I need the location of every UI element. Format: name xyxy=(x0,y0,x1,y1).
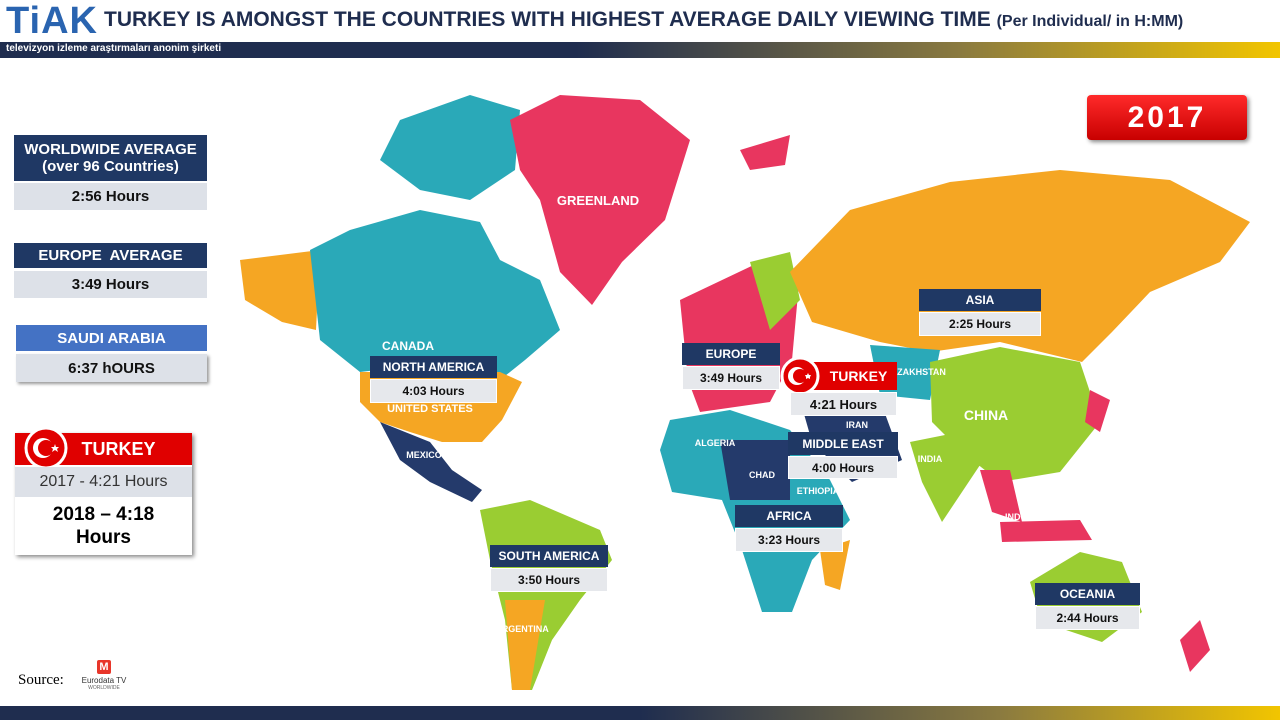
region-name: OCEANIA xyxy=(1035,583,1140,605)
map-label: MEXICO xyxy=(406,450,442,460)
sidebar-note: (over 96 Countries) xyxy=(42,158,179,175)
turkey-line2: 2018 – 4:18 Hours xyxy=(52,504,155,548)
header xyxy=(0,0,1280,42)
region-name: AFRICA xyxy=(735,505,843,527)
map-label: CHAD xyxy=(749,470,775,480)
sidebar-label: WORLDWIDE AVERAGE xyxy=(24,141,197,158)
turkey-flag xyxy=(780,356,820,396)
region-name: MIDDLE EAST xyxy=(788,432,898,455)
map-label: ALGERIA xyxy=(695,438,736,448)
footer-bar xyxy=(0,706,1280,720)
sidebar-value: 2:56 Hours xyxy=(14,183,207,210)
arctic-islands xyxy=(380,95,520,200)
logo: TiAK xyxy=(6,0,98,42)
logo-subtitle: televizyon izleme araştırmaları anonim ş… xyxy=(6,43,222,54)
region-value: 3:23 Hours xyxy=(735,528,843,552)
region-value: 3:49 Hours xyxy=(682,366,780,390)
mexico xyxy=(380,422,482,502)
map-label: CHINA xyxy=(964,407,1008,423)
sidebar-value: 6:37 hOURS xyxy=(16,354,207,382)
russia xyxy=(790,170,1250,362)
map-label: GREENLAND xyxy=(557,193,639,208)
source-label: Source: xyxy=(18,672,64,688)
india xyxy=(910,432,982,522)
greenland xyxy=(510,95,690,305)
alaska xyxy=(240,250,320,330)
map-label: CANADA xyxy=(382,339,434,353)
source-name: Eurodata TV xyxy=(81,676,127,685)
scandinavia xyxy=(750,252,800,330)
japan xyxy=(1085,390,1110,432)
region-name: SOUTH AMERICA xyxy=(490,545,608,567)
sidebar-value: 3:49 Hours xyxy=(14,271,207,298)
map-label: ARGENTINA xyxy=(495,624,549,634)
title-note: (Per Individual/ in H:MM) xyxy=(996,13,1184,30)
region-name: EUROPE xyxy=(682,343,780,365)
madagascar xyxy=(820,540,850,590)
region-value: 2:25 Hours xyxy=(919,312,1041,336)
argentina xyxy=(505,600,545,690)
region-name: TURKEY xyxy=(790,362,897,390)
region-value: 3:50 Hours xyxy=(490,568,608,592)
svalbard xyxy=(740,135,790,170)
central-africa xyxy=(720,440,790,500)
new-zealand xyxy=(1180,620,1210,672)
region-name: ASIA xyxy=(919,289,1041,311)
title-main: TURKEY IS AMONGST THE COUNTRIES WITH HIG… xyxy=(104,8,991,31)
year-badge: 2017 xyxy=(1087,95,1247,140)
region-value: 4:21 Hours xyxy=(790,392,897,416)
region-name: NORTH AMERICA xyxy=(370,356,497,378)
turkey-line1: 2017 - 4:21 Hours xyxy=(15,467,192,497)
region-value: 4:00 Hours xyxy=(788,456,898,479)
map-label: IRAN xyxy=(846,420,868,430)
sidebar-header: SAUDI ARABIA xyxy=(16,325,207,351)
source-logo: M xyxy=(97,660,111,674)
china xyxy=(930,347,1100,482)
region-value: 4:03 Hours xyxy=(370,379,497,403)
canada xyxy=(310,210,560,380)
map-label: ETHIOPIA xyxy=(797,486,840,496)
turkey-flag xyxy=(24,426,68,470)
south-america xyxy=(480,500,612,690)
map-label: INDIA xyxy=(918,454,943,464)
indonesia xyxy=(1000,520,1092,542)
header-bar xyxy=(0,42,1280,58)
sidebar-label: SAUDI ARABIA xyxy=(57,329,166,347)
region-value: 2:44 Hours xyxy=(1035,606,1140,630)
sidebar-label: EUROPE AVERAGE xyxy=(38,247,183,264)
map-label: KAZAKHSTAN xyxy=(884,367,946,377)
sidebar-header: EUROPE AVERAGE xyxy=(14,243,207,268)
sidebar-header: WORLDWIDE AVERAGE (over 96 Countries) xyxy=(14,135,207,181)
map-label: INDONESIA xyxy=(1005,512,1056,522)
source-sub: WORLDWIDE xyxy=(88,685,120,691)
map-label: UNITED STATES xyxy=(387,403,473,415)
title: TURKEY IS AMONGST THE COUNTRIES WITH HIG… xyxy=(104,8,1183,32)
southeast-asia xyxy=(980,470,1022,522)
